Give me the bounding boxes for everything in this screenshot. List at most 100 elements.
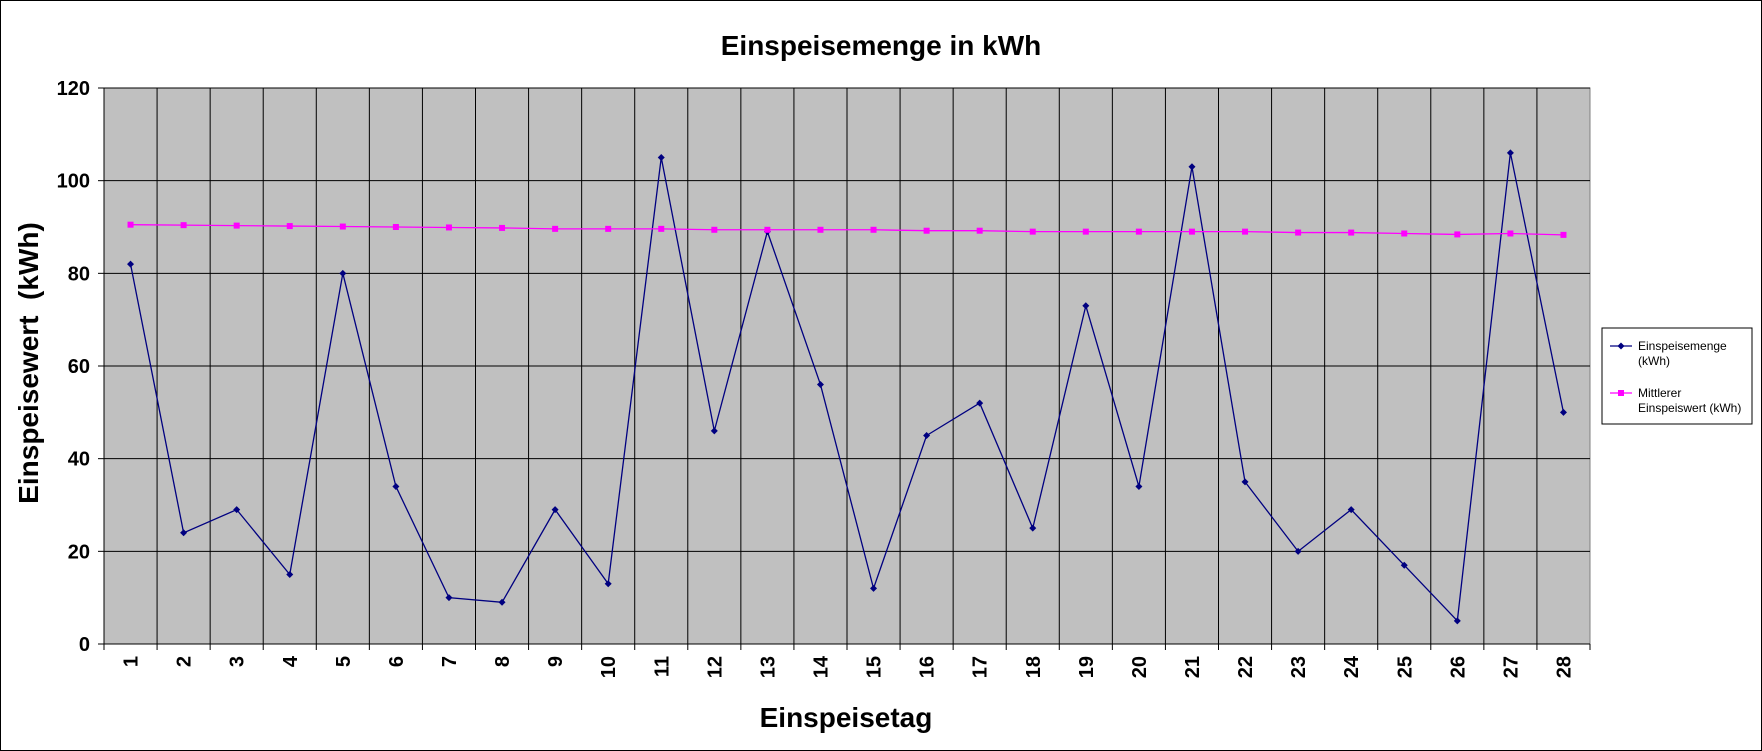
x-tick-label: 13	[757, 656, 779, 678]
data-point	[976, 227, 983, 234]
y-tick-label: 40	[68, 449, 90, 471]
data-point	[445, 594, 453, 602]
x-tick-label: 18	[1023, 656, 1045, 678]
data-point	[392, 482, 400, 490]
x-tick-label: 17	[970, 656, 992, 678]
data-point	[976, 399, 984, 407]
data-point	[445, 224, 452, 231]
data-point	[233, 222, 240, 229]
data-point	[180, 529, 188, 537]
x-tick-label: 6	[386, 656, 408, 667]
data-point	[923, 227, 930, 234]
x-tick-label: 25	[1394, 656, 1416, 678]
data-point	[1188, 228, 1195, 235]
y-tick-label: 80	[68, 263, 90, 285]
data-point	[286, 223, 293, 230]
x-tick-label: 5	[333, 656, 355, 667]
x-axis-title: Einspeisetag	[760, 702, 933, 733]
data-point	[1082, 228, 1089, 235]
data-point	[499, 224, 506, 231]
data-point	[1241, 478, 1249, 486]
x-tick-label: 8	[492, 656, 514, 667]
legend: Einspeisemenge(kWh) MittlererEinspeiswert…	[1601, 327, 1753, 425]
x-tick-label: 9	[545, 656, 567, 667]
x-tick-label: 3	[227, 656, 249, 667]
x-tick-label: 12	[704, 656, 726, 678]
x-tick-label: 21	[1182, 656, 1204, 678]
y-tick-label: 100	[57, 171, 90, 193]
data-point	[923, 432, 931, 439]
legend-label: Einspeisemenge	[1638, 339, 1727, 353]
legend-box	[1601, 327, 1753, 425]
data-point	[551, 506, 559, 514]
data-point	[1029, 524, 1037, 532]
data-point	[764, 226, 771, 233]
x-tick-label: 15	[864, 656, 886, 678]
data-point	[127, 260, 135, 268]
data-point	[392, 224, 399, 230]
x-tick-label: 24	[1341, 655, 1363, 678]
x-tick-label: 26	[1447, 656, 1469, 678]
data-point	[1295, 229, 1302, 236]
x-tick-label: 10	[598, 656, 620, 678]
data-point	[1507, 230, 1514, 237]
x-tick-label: 11	[651, 656, 673, 677]
data-point	[339, 269, 347, 277]
x-tick-label: 23	[1288, 656, 1310, 678]
data-point	[658, 225, 665, 232]
data-point	[1242, 228, 1249, 235]
legend-label: Einspeiswert (kWh)	[1638, 401, 1741, 415]
series-2	[127, 221, 1567, 238]
data-point	[1559, 408, 1567, 416]
data-point	[1453, 617, 1461, 625]
legend-swatch-marker	[1617, 342, 1625, 350]
data-point	[1506, 149, 1514, 157]
data-point	[127, 221, 134, 228]
data-point	[817, 226, 824, 233]
x-tick-label: 16	[917, 656, 939, 678]
data-point	[1401, 230, 1408, 237]
data-point	[710, 427, 718, 435]
data-point	[1400, 561, 1408, 569]
data-point	[1135, 228, 1142, 235]
data-point	[180, 222, 187, 229]
legend-swatch-marker	[1618, 390, 1624, 396]
data-point	[552, 225, 559, 232]
data-point	[657, 154, 665, 161]
x-tick-label: 22	[1235, 656, 1257, 678]
data-point	[1188, 163, 1196, 171]
data-point	[1347, 506, 1355, 514]
x-tick-label: 20	[1129, 656, 1151, 678]
y-tick-label: 20	[68, 541, 90, 563]
data-point	[1560, 231, 1567, 238]
x-tick-label: 4	[280, 655, 302, 667]
series-line	[130, 224, 1564, 236]
data-point	[711, 226, 718, 233]
data-point	[1135, 482, 1143, 490]
data-point	[1082, 302, 1090, 310]
chart-title: Einspeisemenge in kWh	[721, 30, 1042, 61]
x-tick-label: 2	[174, 656, 196, 667]
series-line	[129, 152, 1565, 623]
y-axis-title: Einspeisewert (kWh)	[13, 222, 44, 504]
y-tick-label: 120	[57, 78, 90, 100]
x-tick-label: 7	[439, 656, 461, 667]
legend-label: (kWh)	[1638, 354, 1670, 368]
legend-label: Mittlerer	[1638, 386, 1681, 400]
data-point	[870, 226, 877, 233]
data-point	[604, 580, 612, 588]
data-point	[605, 225, 612, 232]
data-point	[1348, 229, 1355, 236]
x-tick-label: 14	[810, 655, 832, 678]
data-point	[816, 381, 824, 389]
data-point	[1029, 228, 1036, 235]
series-1	[127, 149, 1567, 625]
data-point	[870, 584, 878, 592]
data-point	[1454, 231, 1461, 238]
data-point	[1294, 547, 1302, 555]
x-tick-label: 28	[1553, 656, 1575, 678]
x-tick-label: 1	[121, 656, 143, 667]
x-tick-label: 19	[1076, 656, 1098, 678]
data-point	[233, 506, 241, 514]
